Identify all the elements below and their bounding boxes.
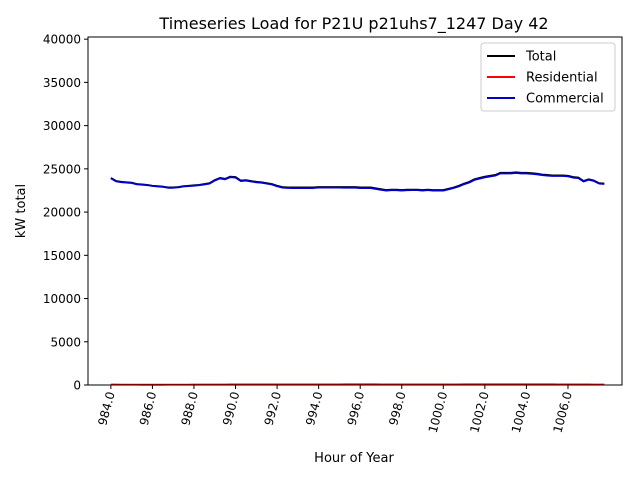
plot-frame [87,36,623,386]
x-axis-label: Hour of Year [314,451,394,466]
y-axis-ticks: 0 5000 10000 15000 20000 25000 30000 35000 40000 [43,33,88,393]
y-tick-label: 35000 [43,76,81,90]
y-tick-label: 40000 [43,33,81,47]
y-tick-label: 20000 [43,206,81,220]
y-tick-label: 5000 [50,335,81,349]
series-line-commercial [110,172,605,192]
y-tick-label: 30000 [43,119,81,133]
x-axis-ticks: 984.0 986.0 988.0 990.0 992.0 994.0 996.0 998.0… [95,385,575,434]
legend-label-commercial: Commercial [526,92,604,107]
chart-title: Timeseries Load for P21U p21uhs7_1247 Da… [158,14,548,34]
legend-label-residential: Residential [526,71,598,86]
legend-frame [480,42,616,112]
y-tick-label: 10000 [43,292,81,306]
legend: Total Residential Commercial [480,42,616,112]
y-tick-label: 15000 [43,249,81,263]
legend-label-total: Total [525,50,556,65]
y-tick-label: 0 [73,379,81,393]
y-tick-label: 25000 [43,162,81,176]
y-axis-label: kW total [14,184,29,238]
